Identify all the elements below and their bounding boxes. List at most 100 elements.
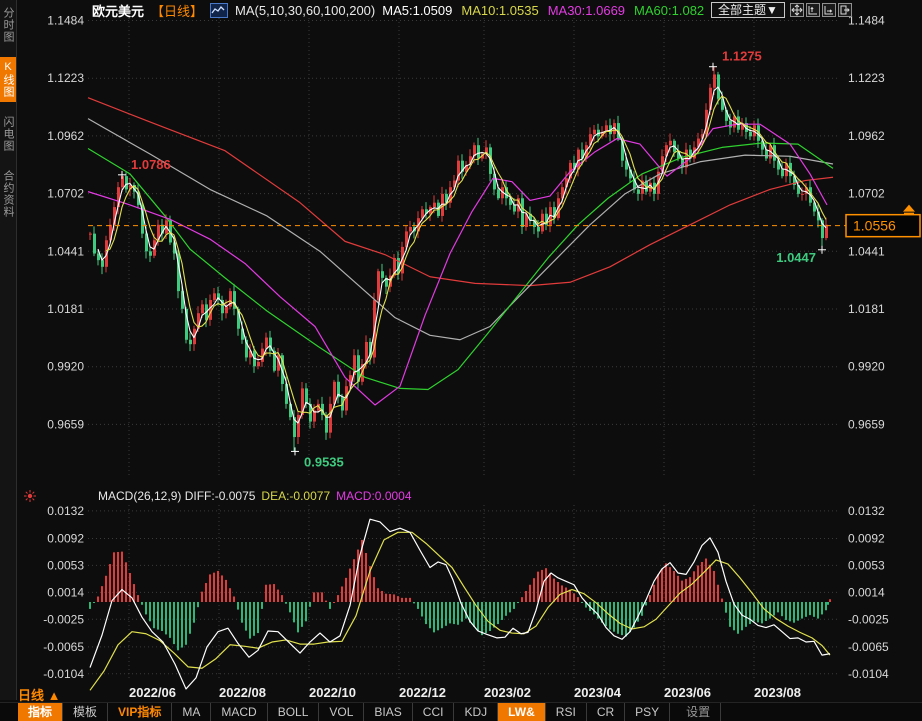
indicator-tab-CR[interactable]: CR <box>587 703 626 721</box>
extreme-marker <box>118 170 126 179</box>
main-y-axis-label-left: 0.9659 <box>47 417 84 431</box>
x-axis-month-label: 2023/04 <box>574 685 622 700</box>
symbol-name: 欧元美元 <box>92 3 145 19</box>
main-y-axis-label-right: 1.1484 <box>848 14 885 28</box>
diff-line <box>89 518 831 690</box>
main-chart-area[interactable] <box>88 14 838 478</box>
extreme-marker <box>709 62 717 71</box>
ma-value-label: MA60:1.082 <box>634 2 705 18</box>
indicator-tab-VOL[interactable]: VOL <box>319 703 365 721</box>
y-axis-scale-icon[interactable] <box>806 3 820 17</box>
main-y-axis-label-right: 1.0962 <box>848 129 885 143</box>
extreme-price-label: 1.1275 <box>722 49 762 64</box>
macd-y-axis-label-left: -0.0065 <box>43 640 84 654</box>
macd-indicator-header: MACD(26,12,9) DIFF:-0.0075 DEA:-0.0077 M… <box>24 489 412 503</box>
x-axis-month-label: 2023/02 <box>484 685 531 700</box>
sidebar-tab-2[interactable]: K线图 <box>0 57 16 102</box>
top-toolbar-icons <box>790 3 852 17</box>
x-axis-month-label: 2022/12 <box>399 685 446 700</box>
main-y-axis-label-left: 1.0441 <box>47 244 84 258</box>
macd-y-axis-label-left: -0.0104 <box>43 667 84 681</box>
x-axis-month-label: 2022/06 <box>129 685 176 700</box>
main-y-axis-label-left: 0.9920 <box>47 360 84 374</box>
main-y-axis-label-left: 1.1484 <box>47 14 84 28</box>
kline-chart-icon[interactable] <box>210 2 229 18</box>
ma-values: MA5:1.0509 MA10:1.0535 MA30:1.0669 MA60:1.0… <box>382 3 713 18</box>
x-axis-month-label: 2022/08 <box>219 685 266 700</box>
indicator-tab-MA[interactable]: MA <box>172 703 212 721</box>
macd-value: MACD:0.0004 <box>336 489 412 503</box>
main-y-axis-label-left: 1.0962 <box>47 129 84 143</box>
x-axis-month-label: 2023/08 <box>754 685 801 700</box>
x-axis-month-label: 2023/06 <box>664 685 711 700</box>
main-y-axis-label-right: 1.0702 <box>848 187 885 201</box>
ma-line-MA10 <box>105 95 827 418</box>
indicator-tab-CCI[interactable]: CCI <box>413 703 455 721</box>
macd-y-axis-label-right: 0.0014 <box>848 585 885 599</box>
ma-value-label: MA5:1.0509 <box>382 2 453 18</box>
ma-line-MA30 <box>87 123 828 406</box>
x-axis-scale-icon[interactable] <box>822 3 836 17</box>
left-sidebar: 分时图 K线图闪电图合约资料 <box>0 0 17 700</box>
dea-value: DEA:-0.0077 <box>261 489 331 503</box>
exit-window-icon[interactable] <box>838 3 852 17</box>
indicator-tab-设置[interactable]: 设置 <box>676 703 722 721</box>
ma-value-label: MA10:1.0535 <box>461 2 539 18</box>
main-y-axis-label-left: 1.0702 <box>47 187 84 201</box>
indicator-tab-指标[interactable]: 指标 <box>18 703 64 721</box>
main-y-axis-label-right: 1.1223 <box>848 71 885 85</box>
main-y-axis-label-left: 1.0181 <box>47 302 84 316</box>
macd-y-axis-label-left: 0.0132 <box>47 504 84 518</box>
current-price-value: 1.0556 <box>853 218 896 234</box>
main-y-axis-label-right: 0.9920 <box>848 360 885 374</box>
indicator-tab-VIP指标[interactable]: VIP指标 <box>108 703 173 721</box>
macd-y-axis-label-left: -0.0025 <box>43 612 84 626</box>
macd-y-axis-label-left: 0.0053 <box>47 558 84 572</box>
indicator-tab-模板[interactable]: 模板 <box>63 703 109 721</box>
ma-line-MA100 <box>87 118 834 341</box>
indicator-tab-BOLL[interactable]: BOLL <box>268 703 320 721</box>
ma-value-label: MA30:1.0669 <box>547 2 626 18</box>
ma-line-MA60 <box>87 142 834 391</box>
macd-title-and-diff: MACD(26,12,9) DIFF:-0.0075 <box>98 489 256 503</box>
indicator-tab-RSI[interactable]: RSI <box>546 703 587 721</box>
indicator-tab-MACD[interactable]: MACD <box>211 703 268 721</box>
macd-y-axis-label-right: 0.0132 <box>848 504 885 518</box>
macd-y-axis-label-left: 0.0092 <box>47 532 84 546</box>
ma-param-label: MA(5,10,30,60,100,200) <box>235 2 376 18</box>
macd-y-axis-label-right: -0.0025 <box>848 612 889 626</box>
indicator-tab-KDJ[interactable]: KDJ <box>454 703 499 721</box>
extreme-marker <box>818 245 826 254</box>
main-y-axis-label-right: 0.9659 <box>848 417 885 431</box>
macd-histogram <box>89 539 831 651</box>
indicator-tab-BIAS[interactable]: BIAS <box>364 703 413 721</box>
chart-header: 欧元美元 【日线】 MA(5,10,30,60,100,200) MA5:1.0… <box>92 2 713 19</box>
sidebar-tab-4[interactable]: 合约资料 <box>2 170 14 218</box>
current-price-tag <box>845 204 921 238</box>
period-selector[interactable]: 日线 ▲ <box>18 688 61 703</box>
extreme-price-label: 1.0447 <box>776 250 816 265</box>
indicator-tab-PSY[interactable]: PSY <box>625 703 671 721</box>
move-crosshair-icon[interactable] <box>790 3 804 17</box>
macd-y-axis-label-right: 0.0053 <box>848 558 885 572</box>
ma-line-MA5 <box>97 86 827 424</box>
extreme-marker <box>291 447 299 456</box>
macd-y-axis-label-left: 0.0014 <box>47 585 84 599</box>
indicator-tab-LW&[interactable]: LW& <box>498 703 546 721</box>
extreme-price-label: 1.0786 <box>131 157 171 172</box>
macd-y-axis-label-right: -0.0104 <box>848 667 889 681</box>
period-tag: 【日线】 <box>151 3 204 19</box>
macd-y-axis-label-right: -0.0065 <box>848 640 889 654</box>
chart-canvas[interactable]: 1.1484 1.1484 1.1223 1.1223 1.0962 1.0962 1.07… <box>0 0 922 700</box>
all-themes-dropdown[interactable]: 全部主题▼ <box>711 2 785 18</box>
price-up-arrow-icon <box>903 204 915 212</box>
sidebar-tab-3[interactable]: 闪电图 <box>2 116 14 152</box>
main-y-axis-label-right: 1.0181 <box>848 302 885 316</box>
main-y-axis-label-left: 1.1223 <box>47 71 84 85</box>
x-axis-month-label: 2022/10 <box>309 685 356 700</box>
sidebar-tab-1[interactable]: 分时图 <box>2 7 14 43</box>
main-y-axis-label-right: 1.0441 <box>848 244 885 258</box>
indicator-toolbar: 指标 模板 VIP指标 MA MACD BOLL VOL BIAS CCI KDJ LW& RSI CR… <box>0 702 922 721</box>
indicator-settings-icon[interactable] <box>24 490 36 502</box>
